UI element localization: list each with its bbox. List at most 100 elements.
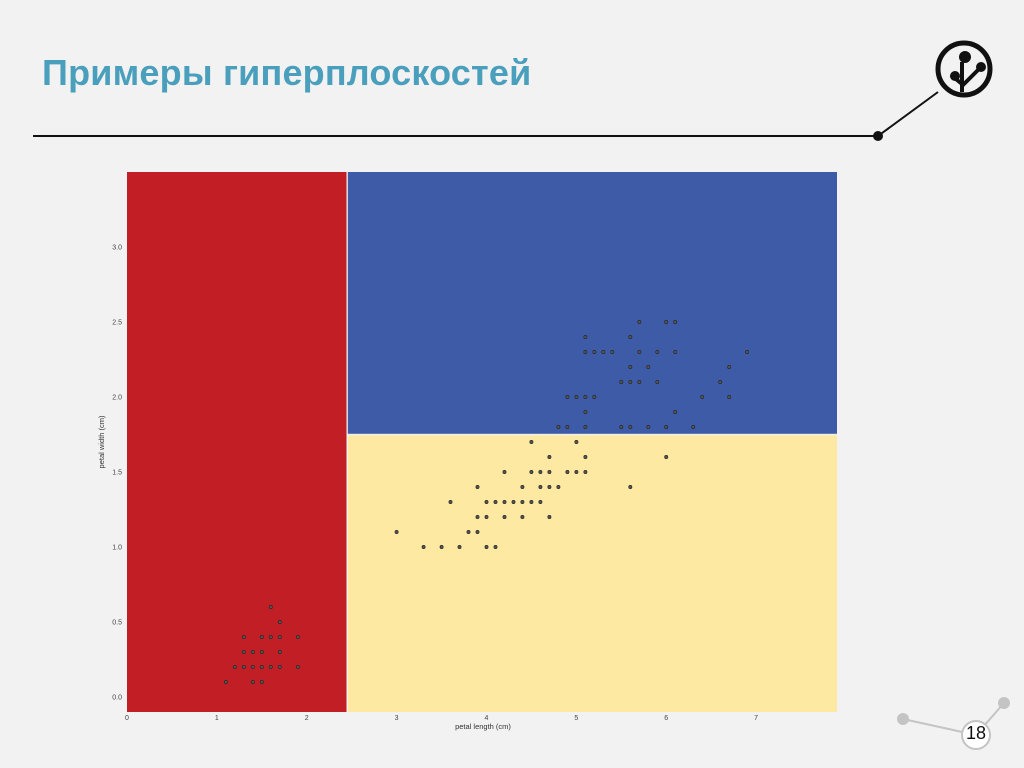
x-tick-label: 2 xyxy=(305,715,309,722)
data-point xyxy=(583,470,588,474)
data-point xyxy=(592,350,597,354)
tree-branch-logo-icon xyxy=(935,40,993,98)
data-point xyxy=(646,425,651,429)
data-point xyxy=(484,515,489,519)
data-point xyxy=(664,455,669,459)
data-point xyxy=(520,500,525,504)
data-point xyxy=(448,500,453,504)
logo-connector-line xyxy=(877,91,939,137)
page-number-circle xyxy=(961,720,991,750)
slide-title: Примеры гиперплоскостей xyxy=(42,52,532,93)
x-axis-ticks: 0 1 2 3 4 5 6 7 xyxy=(125,715,758,722)
data-point xyxy=(268,605,273,609)
data-point xyxy=(691,425,696,429)
data-point xyxy=(259,665,264,669)
data-point xyxy=(646,365,651,369)
data-point xyxy=(538,470,543,474)
region-lower-right xyxy=(347,434,837,712)
data-point xyxy=(592,395,597,399)
data-point xyxy=(241,650,246,654)
data-point xyxy=(259,680,264,684)
data-point xyxy=(538,500,543,504)
data-point xyxy=(628,380,633,384)
data-point xyxy=(295,635,300,639)
data-point xyxy=(610,350,615,354)
data-point xyxy=(277,650,282,654)
data-point xyxy=(637,320,642,324)
data-point xyxy=(250,680,255,684)
data-point xyxy=(547,470,552,474)
data-point xyxy=(466,530,471,534)
data-point xyxy=(241,665,246,669)
decor-node-right xyxy=(998,697,1010,709)
data-point xyxy=(673,320,678,324)
data-point xyxy=(520,485,525,489)
data-point xyxy=(565,470,570,474)
x-axis-label: petal length (cm) xyxy=(455,722,511,731)
data-point xyxy=(547,485,552,489)
data-point xyxy=(502,470,507,474)
data-point xyxy=(259,650,264,654)
y-tick-label: 2.0 xyxy=(112,395,122,402)
data-point xyxy=(511,500,516,504)
data-point xyxy=(277,620,282,624)
data-point xyxy=(673,410,678,414)
data-point xyxy=(583,425,588,429)
data-point xyxy=(277,665,282,669)
data-point xyxy=(484,500,489,504)
data-point xyxy=(556,485,561,489)
data-point xyxy=(493,500,498,504)
data-point xyxy=(241,635,246,639)
data-point xyxy=(277,635,282,639)
data-point xyxy=(655,350,660,354)
data-point xyxy=(628,485,633,489)
data-point xyxy=(268,635,273,639)
data-point xyxy=(745,350,750,354)
data-point xyxy=(574,470,579,474)
data-point xyxy=(529,500,534,504)
data-point xyxy=(520,515,525,519)
data-point xyxy=(547,515,552,519)
data-point xyxy=(583,455,588,459)
x-tick-label: 5 xyxy=(574,715,578,722)
y-tick-label: 1.5 xyxy=(112,470,122,477)
data-point xyxy=(673,350,678,354)
data-point xyxy=(574,440,579,444)
y-tick-label: 3.0 xyxy=(112,245,122,252)
data-point xyxy=(583,410,588,414)
data-point xyxy=(664,320,669,324)
data-point xyxy=(601,350,606,354)
data-point xyxy=(529,440,534,444)
data-point xyxy=(475,530,480,534)
decision-regions xyxy=(127,172,837,712)
data-point xyxy=(439,545,444,549)
y-tick-label: 1.0 xyxy=(112,545,122,552)
data-point xyxy=(664,425,669,429)
data-point xyxy=(493,545,498,549)
y-tick-label: 0.5 xyxy=(112,620,122,627)
data-point xyxy=(718,380,723,384)
data-point xyxy=(619,380,624,384)
data-point xyxy=(655,380,660,384)
data-point xyxy=(421,545,426,549)
y-tick-label: 2.5 xyxy=(112,320,122,327)
data-point xyxy=(475,515,480,519)
data-point xyxy=(232,665,237,669)
data-points xyxy=(223,320,750,684)
data-point xyxy=(727,395,732,399)
data-point xyxy=(475,485,480,489)
data-point xyxy=(457,545,462,549)
data-point xyxy=(250,665,255,669)
region-left xyxy=(127,172,348,712)
data-point xyxy=(637,350,642,354)
data-point xyxy=(565,395,570,399)
data-point xyxy=(619,425,624,429)
data-point xyxy=(502,500,507,504)
x-tick-label: 7 xyxy=(754,715,758,722)
y-tick-label: 0.0 xyxy=(112,695,122,702)
data-point xyxy=(583,335,588,339)
data-point xyxy=(538,485,543,489)
x-tick-label: 3 xyxy=(395,715,399,722)
data-point xyxy=(727,365,732,369)
